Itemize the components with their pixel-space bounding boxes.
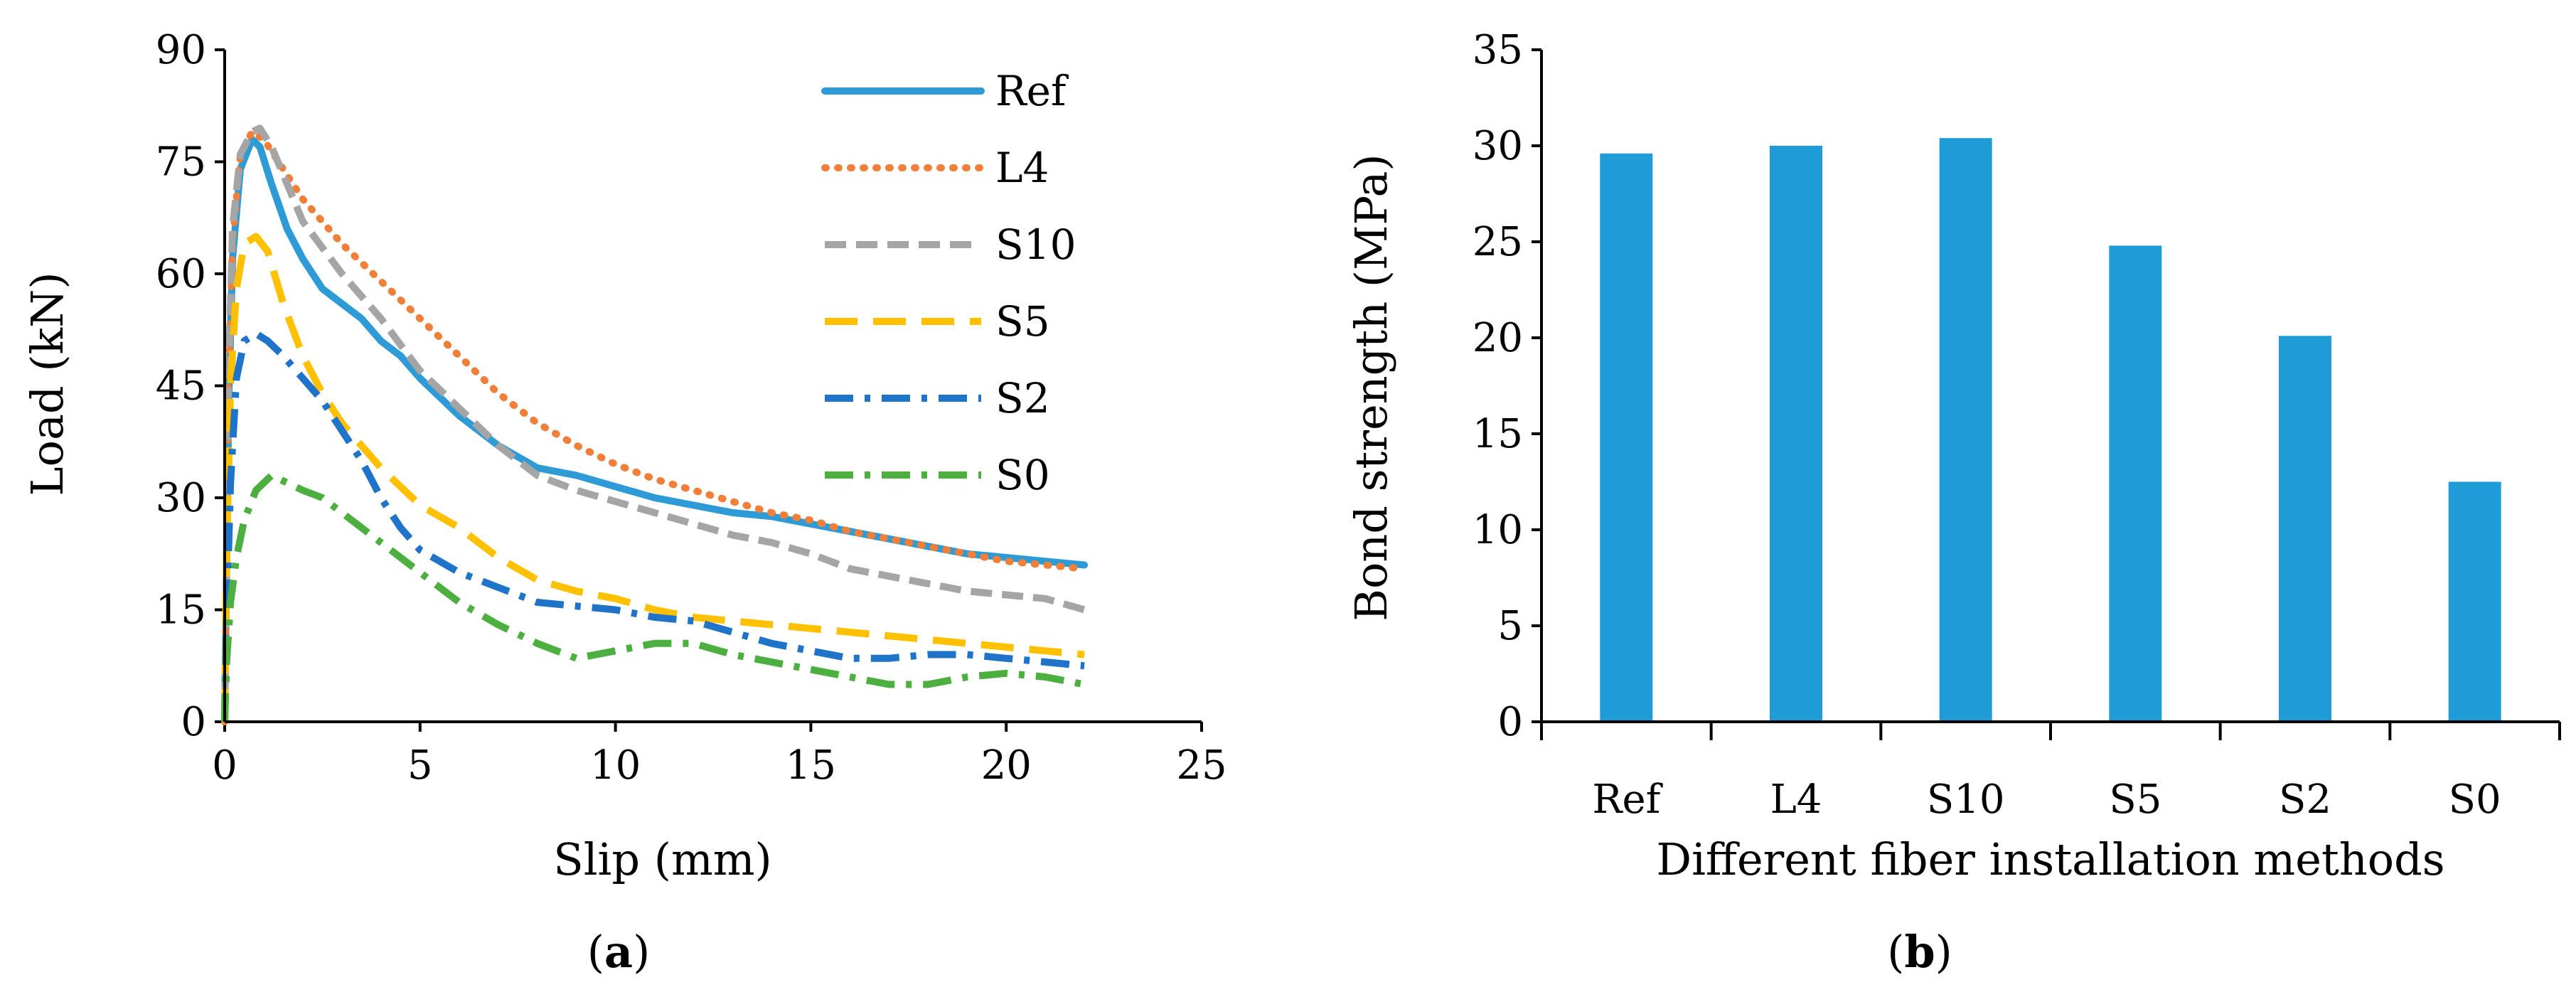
bond-strength-y-tick-label: 15 [1473, 411, 1523, 457]
load-slip-y-tick-label: 75 [156, 139, 206, 186]
series-line-ref [221, 136, 1089, 725]
bond-strength-y-tick-labels: 0 5 10 15 20 25 30 35 [1473, 27, 1523, 745]
series-line-s2 [221, 330, 1085, 722]
load-slip-x-tick-labels: 0 5 10 15 20 25 [212, 742, 1226, 789]
load-slip-y-tick-label: 60 [156, 251, 206, 297]
bond-strength-y-tick-label: 10 [1473, 507, 1523, 553]
load-slip-y-tick-labels: 0 15 30 45 60 75 90 [156, 27, 206, 745]
bond-strength-category-label: S0 [2449, 777, 2501, 823]
legend-label-ref: Ref [995, 67, 1069, 115]
bar-s10 [1939, 138, 1992, 722]
bond-strength-chart: 0 5 10 15 20 25 30 35 Ref L4 S10 S5 S2 S0 Bond stren… [1345, 27, 2561, 978]
load-slip-x-tick-label: 0 [212, 742, 237, 789]
bond-strength-y-tick-label: 30 [1473, 123, 1523, 169]
series-line-s5 [221, 233, 1085, 722]
bond-strength-x-tick-labels: Ref L4 S10 S5 S2 S0 [1592, 777, 2501, 823]
bar-s2 [2279, 336, 2331, 722]
load-slip-x-tick-label: 15 [786, 742, 836, 789]
series-line-s10 [221, 124, 1086, 722]
load-slip-x-tick-label: 20 [981, 742, 1032, 789]
bond-strength-y-tick-label: 25 [1473, 219, 1523, 265]
load-slip-series-lines [221, 124, 1089, 725]
bond-strength-y-tick-label: 5 [1497, 603, 1523, 649]
legend-label-s10: S10 [995, 220, 1076, 269]
bond-strength-y-tick-label: 35 [1473, 27, 1523, 73]
bond-strength-x-axis-title: Different fiber installation methods [1656, 833, 2444, 885]
load-slip-y-tick-label: 90 [156, 27, 206, 73]
series-line-s0 [221, 471, 1086, 722]
bond-strength-category-label: S5 [2109, 777, 2161, 823]
bond-strength-bars [1600, 138, 2501, 722]
load-slip-y-axis-title: Load (kN) [21, 272, 73, 496]
bar-ref [1600, 153, 1653, 722]
load-slip-y-tick-label: 0 [181, 699, 206, 745]
series-line-l4 [221, 128, 1089, 725]
load-slip-x-tick-label: 5 [407, 742, 433, 789]
legend-label-l4: L4 [995, 144, 1049, 192]
load-slip-legend: Ref L4 S10 S5 S2 S0 [821, 67, 1076, 499]
load-slip-chart: 0 15 30 45 60 75 90 0 5 10 15 20 25 Load (kN) Slip … [21, 27, 1227, 978]
load-slip-x-tick-label: 25 [1176, 742, 1226, 789]
load-slip-y-tick-label: 30 [156, 475, 206, 521]
load-slip-x-tick-label: 10 [590, 742, 641, 789]
legend-label-s5: S5 [995, 297, 1050, 346]
bond-strength-tick-marks [1532, 48, 2561, 740]
bond-strength-y-tick-label: 20 [1473, 315, 1523, 361]
bond-strength-category-label: L4 [1770, 777, 1822, 823]
bond-strength-category-label: S2 [2279, 777, 2331, 823]
legend-label-s0: S0 [995, 451, 1050, 499]
load-slip-y-tick-label: 15 [156, 587, 206, 634]
bond-strength-category-label: S10 [1927, 777, 2005, 823]
load-slip-x-axis-title: Slip (mm) [553, 833, 772, 885]
panel-a-caption: (a) [587, 926, 651, 978]
load-slip-tick-marks [215, 48, 1203, 732]
bar-l4 [1770, 146, 1822, 722]
load-slip-y-tick-label: 45 [156, 363, 206, 410]
bond-strength-category-label: Ref [1592, 777, 1663, 823]
panel-b-caption: (b) [1887, 926, 1952, 978]
legend-label-s2: S2 [995, 374, 1050, 422]
bar-s0 [2448, 481, 2501, 722]
bar-s5 [2109, 245, 2162, 722]
bond-strength-y-tick-label: 0 [1497, 699, 1523, 745]
bond-strength-y-axis-title: Bond strength (MPa) [1345, 154, 1397, 621]
